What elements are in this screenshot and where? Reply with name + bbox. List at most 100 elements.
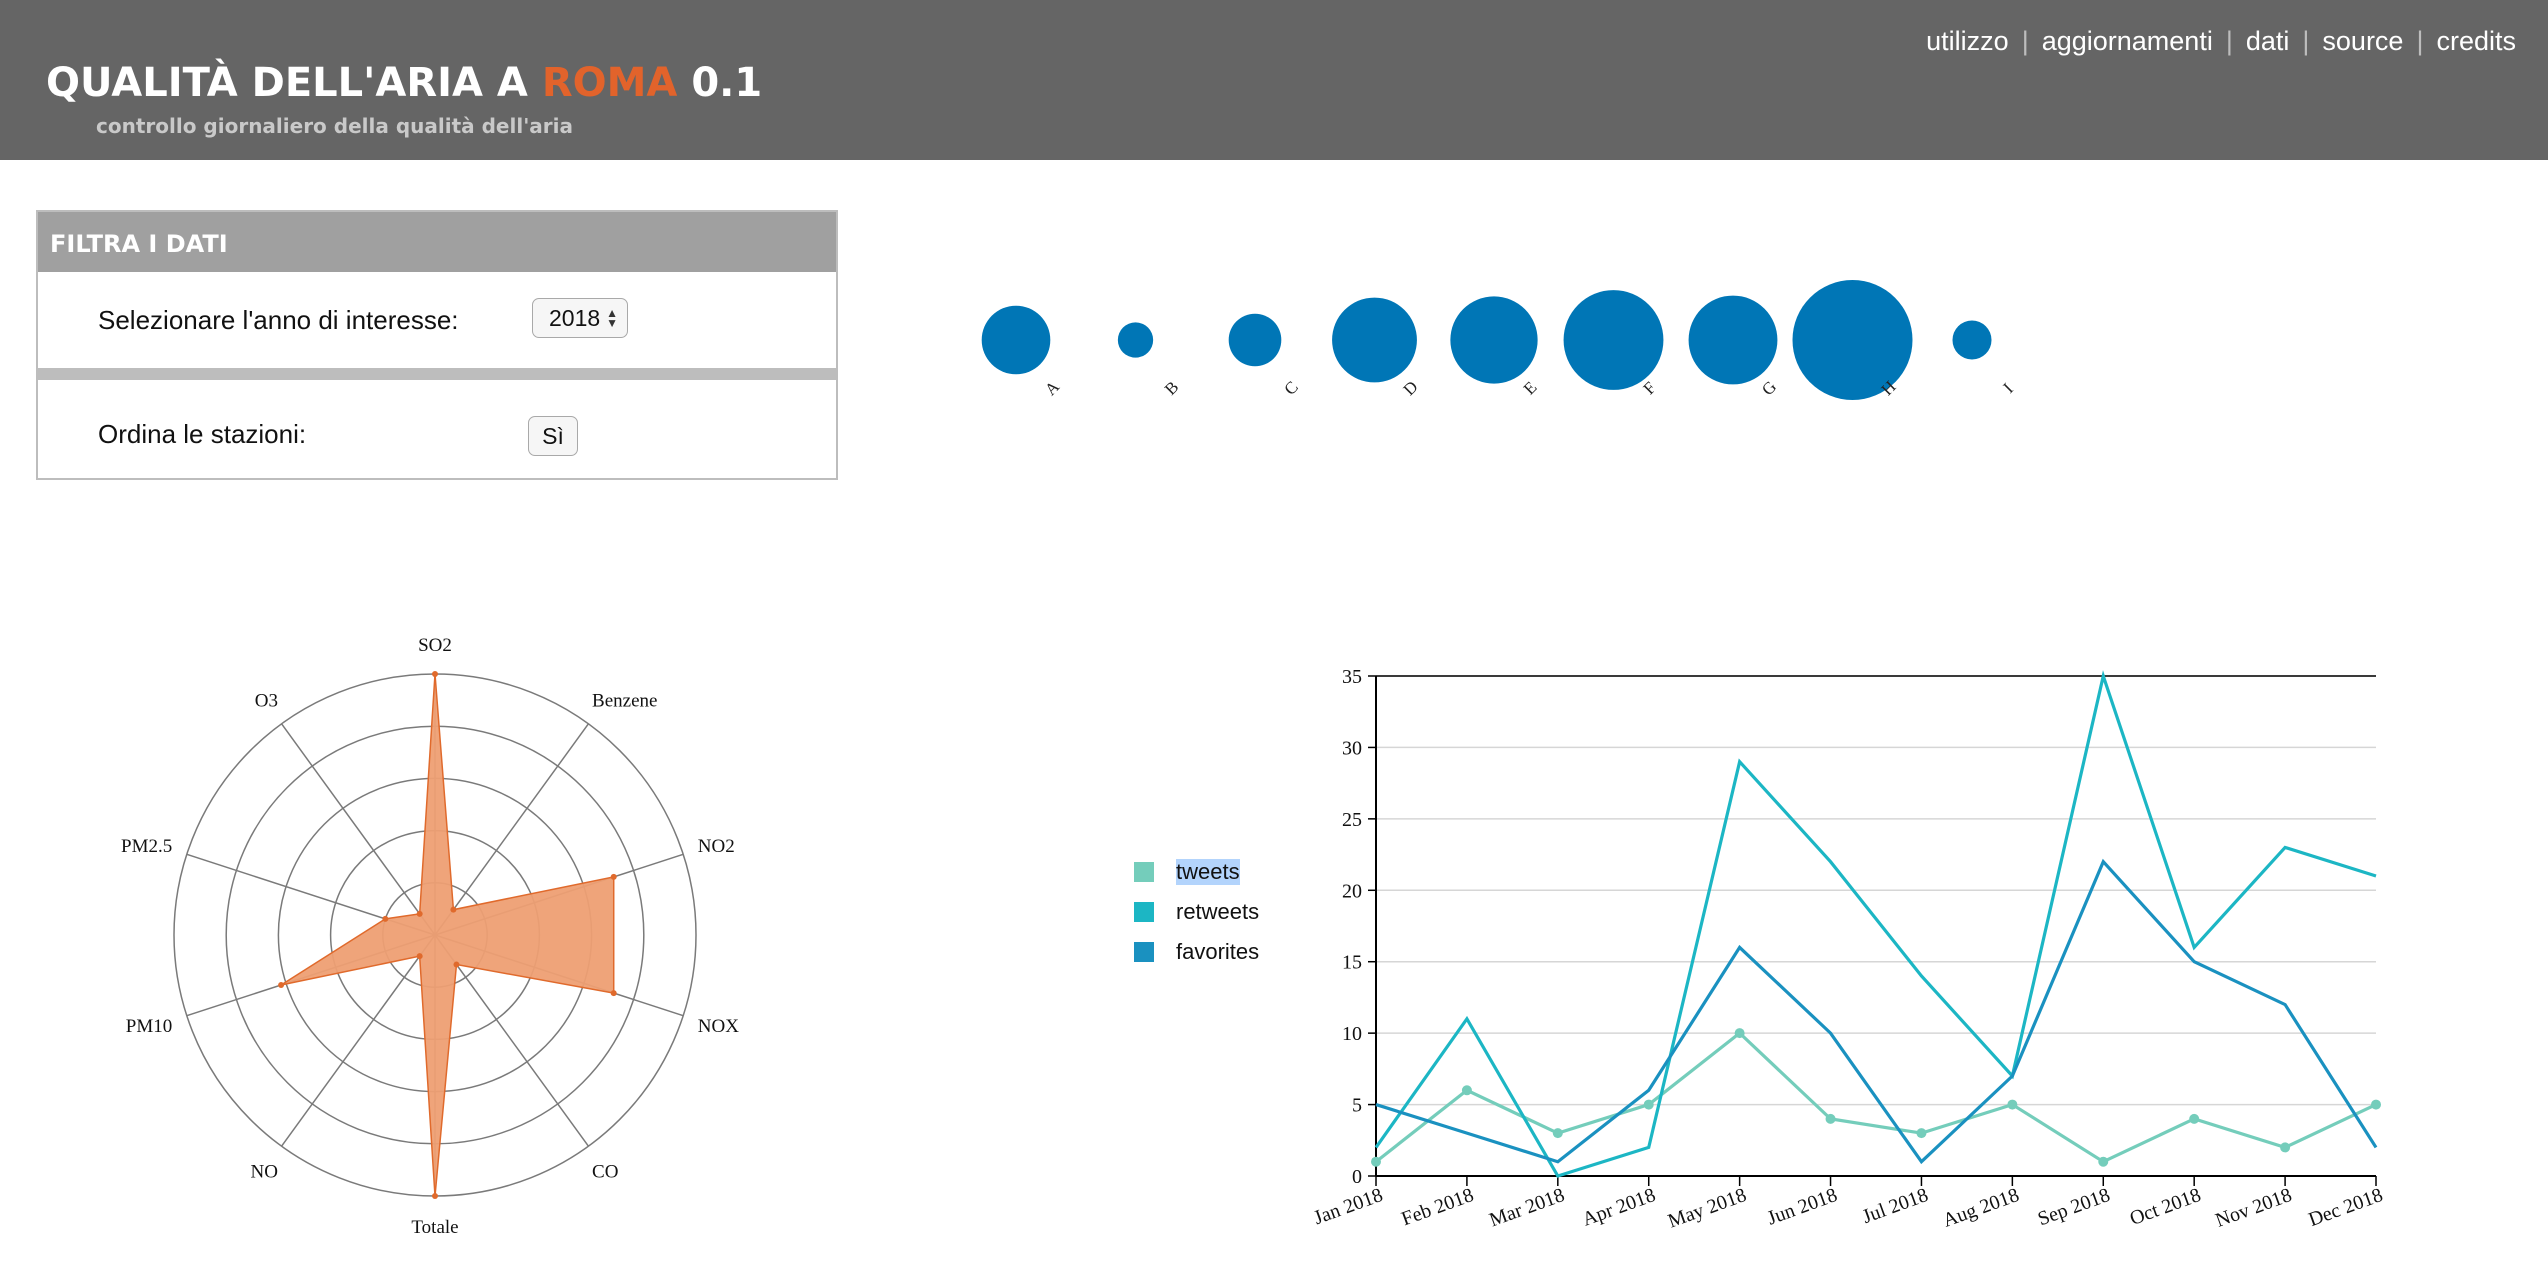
series-point-tweets [2189,1113,2200,1124]
legend-swatch-tweets [1134,862,1154,882]
series-point-tweets [1461,1085,1472,1096]
x-tick-label: Nov 2018 [2213,1184,2295,1232]
radar-point-no [416,953,423,960]
bubble-label-f: F [1640,378,1660,398]
pollutant-radar-chart: SO2 Benzene NO2 NOX CO Totale NO PM10 PM2.5 O3 [121,635,739,1238]
legend-label-tweets: tweets [1176,859,1240,885]
bubble-e [1450,296,1538,384]
radar-point-benzene [450,906,457,913]
y-tick-label: 0 [1352,1166,1362,1188]
x-tick-label: May 2018 [1665,1184,1749,1233]
series-point-tweets [1825,1113,1836,1124]
series-point-tweets [2098,1156,2109,1167]
x-tick-label: Jan 2018 [1311,1184,1386,1229]
radar-axis-label-nox: NOX [698,1016,739,1037]
bubble-label-g: G [1758,377,1780,399]
y-tick-label: 35 [1342,666,1362,688]
app-title-version: 0.1 [677,60,763,106]
y-tick-label: 30 [1342,737,1362,759]
radar-point-pm10 [278,982,285,989]
radar-axis-label-no: NO [251,1161,278,1182]
bubble-a [981,305,1051,375]
app-title-prefix: QUALITÀ DELL'ARIA A [46,60,542,106]
radar-axis-label-pm25: PM2.5 [121,836,172,857]
radar-point-nox [610,990,617,997]
radar-axis-line [434,934,590,1147]
nav-link-aggiornamenti[interactable]: aggiornamenti [2041,26,2213,56]
radar-axis-label-so2: SO2 [418,635,452,656]
series-point-tweets [2007,1099,2018,1110]
x-tick-label: Apr 2018 [1579,1184,1658,1231]
bubble-d [1332,297,1417,383]
nav-separator: | [2302,26,2310,56]
series-point-tweets [1552,1128,1563,1139]
series-line-retweets [1374,670,2377,1178]
x-tick-label: Jul 2018 [1859,1184,1931,1228]
x-tick-label: Mar 2018 [1486,1184,1567,1231]
bubble-h [1792,280,1913,400]
y-tick-label: 5 [1352,1095,1362,1117]
series-point-tweets [1916,1128,1927,1139]
year-filter-label: Selezionare l'anno di interesse: [98,305,459,335]
legend-swatch-retweets [1134,902,1154,922]
radar-point-o3 [416,910,423,917]
nav-separator: | [2225,26,2233,56]
year-filter-row: Selezionare l'anno di interesse: 2018 ▲ ▼ [38,272,836,368]
filter-panel: FILTRA I DATI Selezionare l'anno di inte… [36,210,838,480]
bubble-label-b: B [1161,377,1182,398]
radar-axis-line [280,723,436,936]
radar-point-totale [432,1193,438,1199]
legend-swatch-favorites [1134,942,1154,962]
filter-panel-title: FILTRA I DATI [38,212,836,272]
bubble-label-d: D [1400,377,1422,399]
radar-point-so2 [432,671,438,677]
nav-link-credits[interactable]: credits [2436,26,2516,56]
sort-filter-label: Ordina le stazioni: [98,419,307,449]
bubble-f [1563,290,1664,390]
bubble-b [1117,322,1154,358]
nav-separator: | [2416,26,2424,56]
filter-divider [38,368,836,380]
radar-axis-label-totale: Totale [411,1217,458,1238]
nav-link-source[interactable]: source [2322,26,2404,56]
bubble-c [1228,313,1282,367]
x-tick-label: Dec 2018 [2306,1184,2386,1231]
nav-link-utilizzo[interactable]: utilizzo [1926,26,2009,56]
bubble-i [1952,320,1992,360]
radar-axis-label-o3: O3 [255,691,278,712]
app-header: QUALITÀ DELL'ARIA A ROMA 0.1 controllo g… [0,0,2548,160]
radar-axis-label-no2: NO2 [698,836,735,857]
series-point-tweets [2371,1099,2381,1110]
nav-separator: | [2021,26,2029,56]
legend-item-favorites[interactable]: favorites [1134,932,1259,972]
series-point-tweets [2280,1142,2291,1153]
radar-point-co [453,961,460,968]
bubble-label-c: C [1280,377,1301,398]
bubble-label-i: I [1999,379,2017,397]
sort-stations-button[interactable]: Sì [528,416,578,456]
x-tick-label: Oct 2018 [2127,1184,2204,1230]
radar-axis-line [434,723,590,936]
select-arrows-icon: ▲ ▼ [606,306,618,330]
radar-point-no2 [610,873,617,880]
bubble-label-a: A [1041,377,1064,400]
year-select[interactable]: 2018 ▲ ▼ [532,298,628,338]
legend-item-retweets[interactable]: retweets [1134,892,1259,932]
series-line-favorites [1375,858,2378,1165]
legend-label-retweets: retweets [1176,899,1260,924]
x-tick-label: Aug 2018 [1940,1184,2022,1232]
legend-item-tweets[interactable]: tweets [1134,852,1259,892]
y-tick-label: 10 [1342,1023,1362,1045]
radar-axis-label-benzene: Benzene [592,691,657,712]
sort-filter-row: Ordina le stazioni: Sì [38,380,836,478]
app-title-city: ROMA [541,60,678,106]
year-select-value: 2018 [549,305,601,331]
y-tick-label: 25 [1342,809,1362,831]
twitter-activity-line-chart: 0 5 10 15 20 25 30 35 Jan 2018 Feb 2018 Mar 2018 Ap… [1311,666,2386,1233]
x-tick-label: Feb 2018 [1399,1184,1477,1230]
legend-label-favorites: favorites [1176,939,1260,964]
bubble-g [1688,295,1778,385]
series-point-tweets [1734,1028,1745,1039]
nav-link-dati[interactable]: dati [2245,26,2290,56]
